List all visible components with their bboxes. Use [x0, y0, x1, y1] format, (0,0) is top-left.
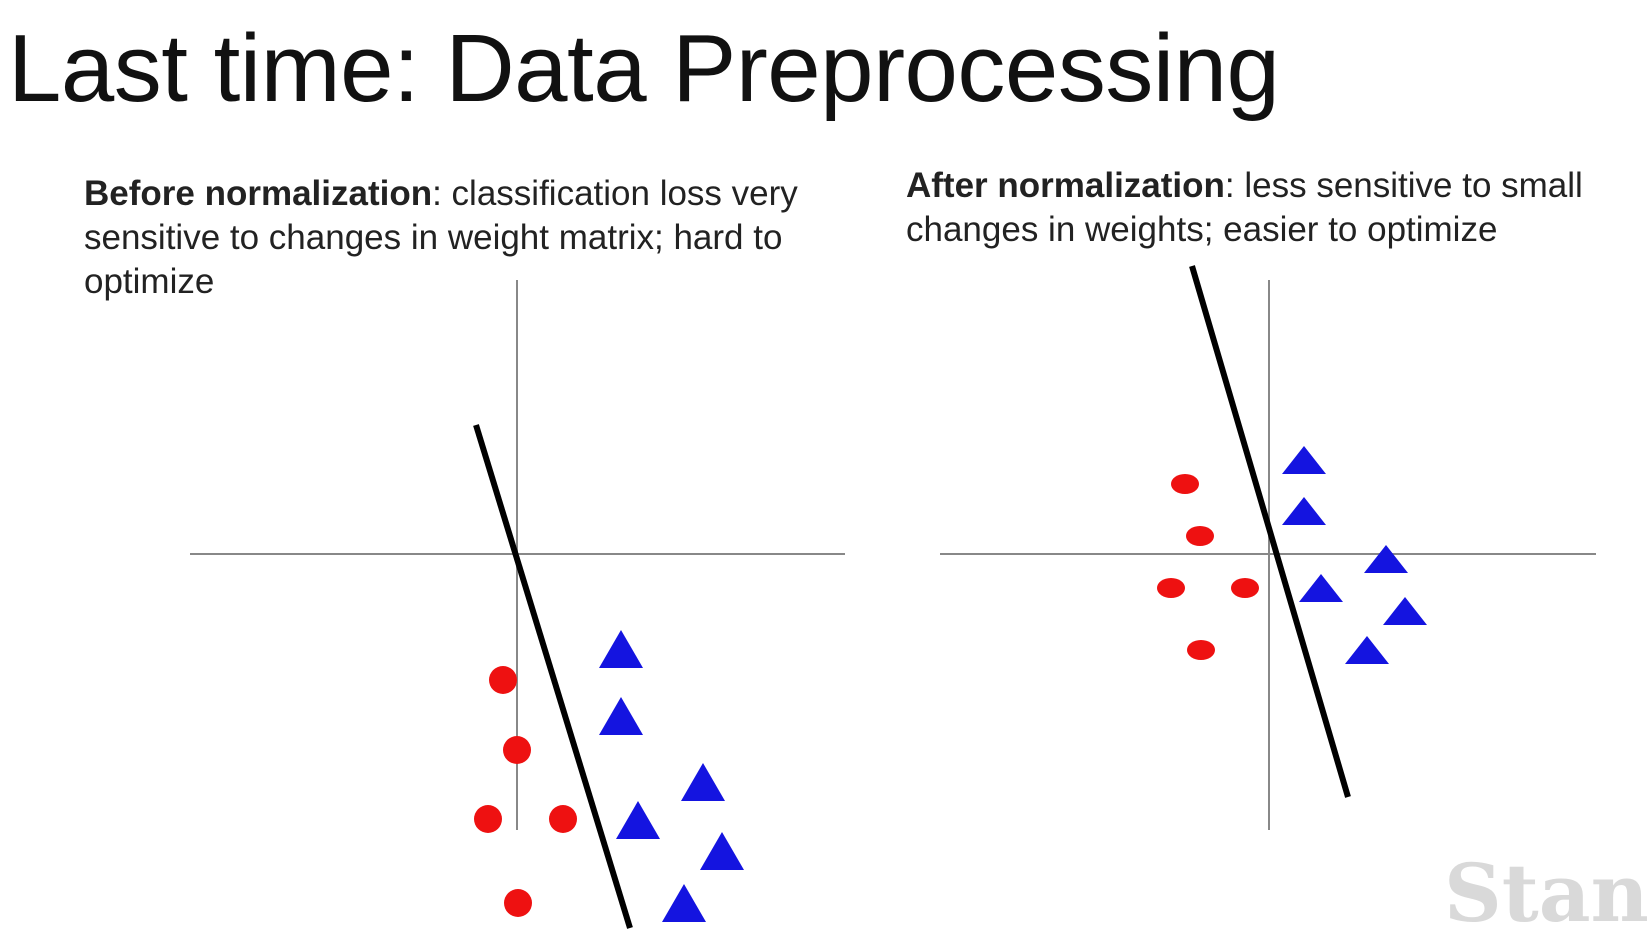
blue-triangle — [1364, 545, 1408, 573]
blue-triangle — [1345, 636, 1389, 664]
red-circle — [474, 805, 502, 833]
red-circle — [1171, 474, 1199, 494]
blue-triangle — [1383, 597, 1427, 625]
blue-triangle — [1282, 446, 1326, 474]
red-circle — [1187, 640, 1215, 660]
red-circle — [1231, 578, 1259, 598]
blue-triangle — [616, 801, 660, 839]
blue-triangle — [1299, 574, 1343, 602]
caption-before-normalization: Before normalization: classification los… — [84, 172, 804, 304]
red-circle — [549, 805, 577, 833]
caption-before-text: : classification loss very sensitive to … — [84, 174, 798, 301]
plot-after-decision-boundary — [1189, 265, 1351, 798]
caption-after-text: : less sensitive to small changes in wei… — [906, 166, 1583, 249]
stanford-watermark: Stanf — [1444, 846, 1651, 940]
blue-triangle — [662, 884, 706, 922]
caption-after-heading: After normalization — [906, 166, 1225, 205]
blue-triangle — [599, 697, 643, 735]
blue-triangle — [700, 832, 744, 870]
plot-after-normalization — [940, 265, 1596, 830]
red-circle — [1157, 578, 1185, 598]
red-circle — [489, 666, 517, 694]
red-circle — [504, 889, 532, 917]
blue-triangle — [599, 630, 643, 668]
blue-triangle — [1282, 497, 1326, 525]
blue-triangle — [681, 763, 725, 801]
plot-before-normalization — [190, 280, 845, 929]
plot-before-decision-boundary — [473, 424, 633, 929]
slide-title: Last time: Data Preprocessing — [8, 15, 1280, 122]
caption-before-heading: Before normalization — [84, 174, 433, 213]
caption-after-normalization: After normalization: less sensitive to s… — [906, 164, 1646, 252]
red-circle — [503, 736, 531, 764]
red-circle — [1186, 526, 1214, 546]
